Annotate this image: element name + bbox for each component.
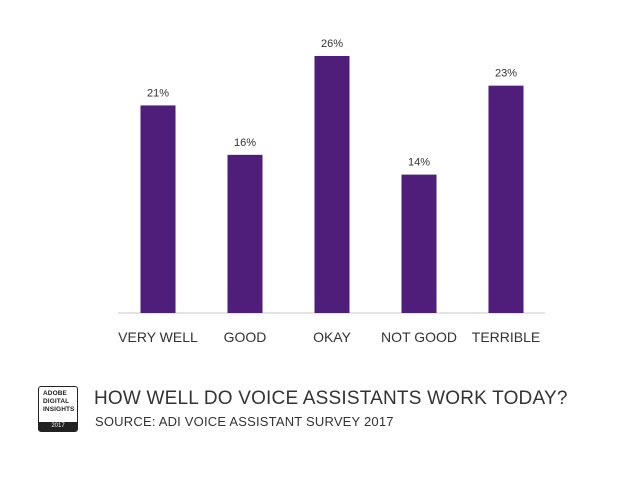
bar-terrible <box>488 85 524 314</box>
bar-good <box>227 154 263 313</box>
category-label: VERY WELL <box>118 329 198 345</box>
value-label: 16% <box>234 137 256 149</box>
category-label: GOOD <box>224 329 267 345</box>
bar-okay <box>314 56 350 313</box>
value-label: 14% <box>408 157 430 169</box>
category-label: TERRIBLE <box>472 329 540 345</box>
chart-footer: ADOBE DIGITAL INSIGHTS 2017 HOW WELL DO … <box>38 386 598 446</box>
bar-very-well <box>140 105 176 313</box>
value-label: 26% <box>321 38 343 50</box>
bar-not-good <box>401 174 437 313</box>
logo-line-1: ADOBE <box>43 390 67 397</box>
chart-source: SOURCE: ADI VOICE ASSISTANT SURVEY 2017 <box>95 414 394 429</box>
chart-title: HOW WELL DO VOICE ASSISTANTS WORK TODAY? <box>94 388 568 409</box>
logo-year: 2017 <box>39 422 77 431</box>
adobe-digital-insights-logo: ADOBE DIGITAL INSIGHTS 2017 <box>38 386 78 432</box>
category-label: NOT GOOD <box>381 329 457 345</box>
logo-line-3: INSIGHTS <box>43 406 75 413</box>
value-label: 21% <box>147 87 169 99</box>
value-label: 23% <box>495 68 517 80</box>
category-label: OKAY <box>313 329 352 345</box>
bar-chart: 21% VERY WELL 16% GOOD 26% OKAY 14% NOT GOOD 23%… <box>118 38 545 345</box>
logo-line-2: DIGITAL <box>43 398 70 405</box>
